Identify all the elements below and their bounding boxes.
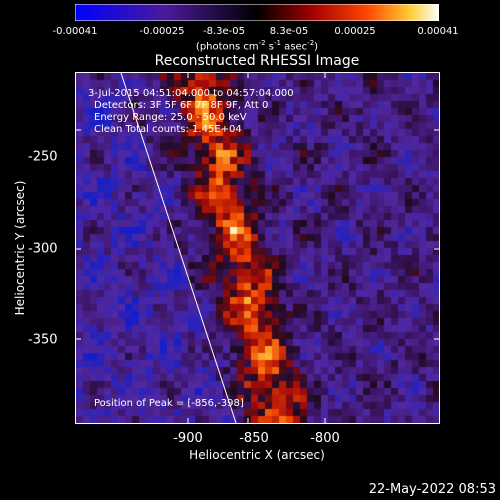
plot-frame [75, 72, 440, 424]
colorbar-tick: -0.00041 [52, 26, 98, 37]
x-tick-label: -850 [239, 431, 269, 446]
y-axis-label: Heliocentric Y (arcsec) [13, 180, 27, 316]
colorbar [75, 4, 439, 21]
colorbar-tick: 0.00041 [417, 26, 459, 37]
colorbar-units: (photons cm-2 s-1 asec-2) [195, 39, 319, 53]
annotation-detectors: Detectors: 3F 5F 6F 7F 8F 9F, Att 0 [94, 100, 269, 111]
x-tick-label: -800 [310, 431, 340, 446]
plot-title: Reconstructed RHESSI Image [154, 53, 360, 69]
footer-timestamp: 22-May-2022 08:53 [368, 482, 496, 497]
colorbar-tick: -0.00025 [139, 26, 185, 37]
rhessi-image [76, 73, 439, 423]
annotation-time: 3-Jul-2015 04:51:04.000 to 04:57:04.000 [88, 88, 294, 99]
limb-line [120, 73, 237, 423]
colorbar-tick: -8.3e-05 [203, 26, 245, 37]
annotation-clean: Clean Total counts: 1.45E+04 [94, 124, 242, 135]
annotation-energy: Energy Range: 25.0 - 50.0 keV [94, 112, 247, 123]
x-tick-label: -900 [173, 431, 203, 446]
x-axis-label: Heliocentric X (arcsec) [189, 448, 325, 462]
y-tick-label: -250 [28, 149, 58, 165]
y-tick-label: -350 [28, 332, 58, 348]
y-tick-label: -300 [28, 241, 58, 257]
colorbar-tick: 8.3e-05 [269, 26, 309, 37]
annotation-peak: Position of Peak = [-856,-398] [94, 398, 244, 409]
colorbar-tick: 0.00025 [334, 26, 376, 37]
